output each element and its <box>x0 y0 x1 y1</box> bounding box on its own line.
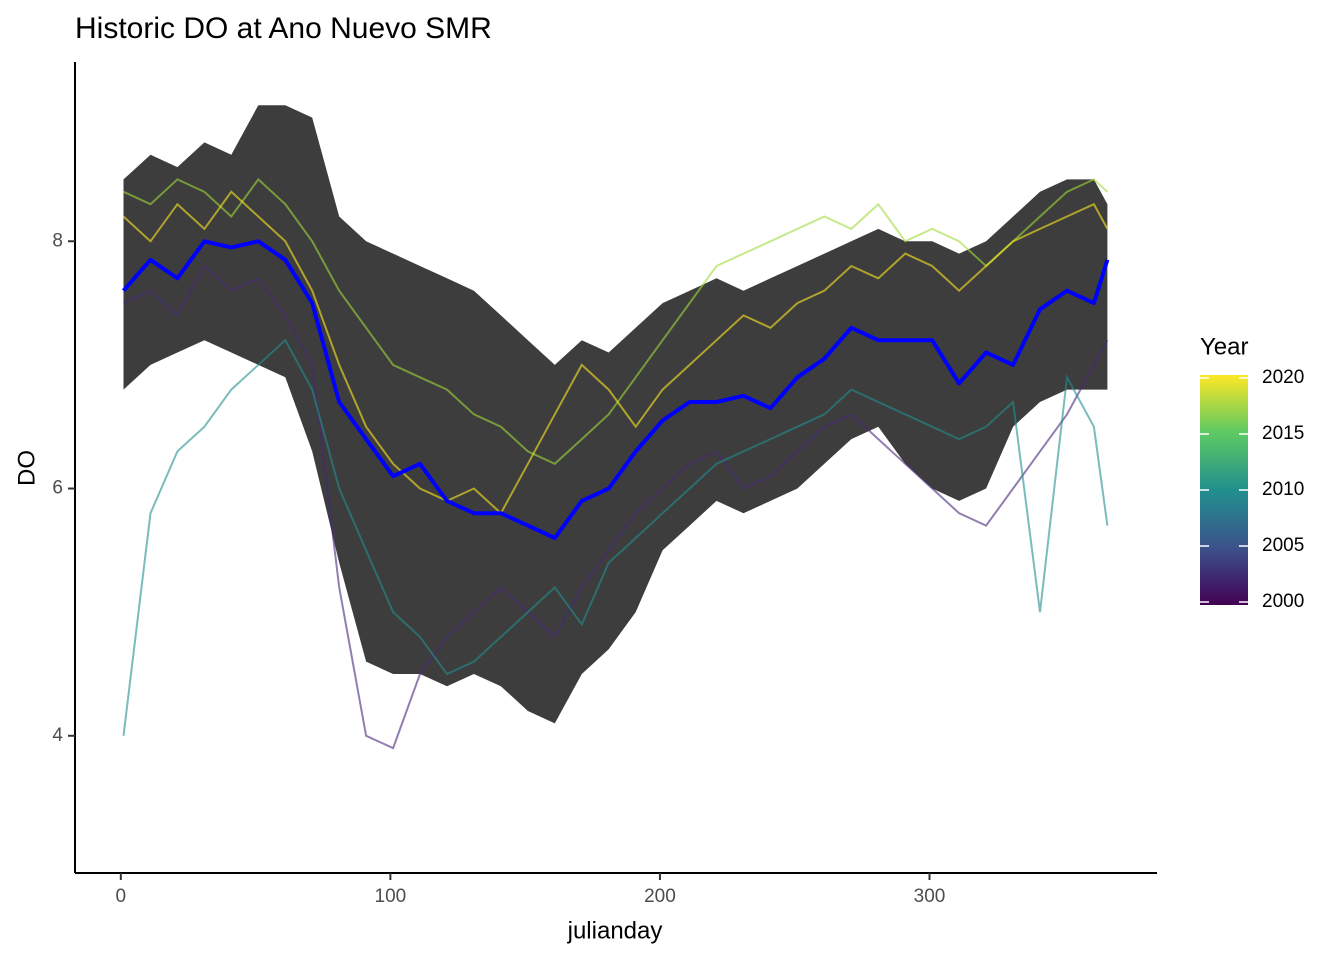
year-line <box>122 338 1109 736</box>
year-line <box>123 264 1109 750</box>
y-tick-label: 4 <box>52 725 63 746</box>
legend-label: 2005 <box>1262 535 1304 556</box>
x-tick-label: 300 <box>914 886 946 907</box>
chart-title: Historic DO at Ano Nuevo SMR <box>75 12 492 45</box>
x-tick-label: 100 <box>375 886 407 907</box>
mean-line <box>121 239 1110 540</box>
x-tick-label: 0 <box>116 886 127 907</box>
y-tick-label: 6 <box>52 478 63 499</box>
year-line <box>122 190 1109 515</box>
y-tick-label: 8 <box>52 230 63 251</box>
x-tick-label: 200 <box>644 886 676 907</box>
legend-title: Year <box>1200 333 1249 360</box>
legend-label: 2000 <box>1262 591 1304 612</box>
legend-label: 2015 <box>1262 423 1304 444</box>
x-axis-label: julianday <box>567 917 663 944</box>
legend-label: 2010 <box>1262 479 1304 500</box>
y-axis-label: DO <box>13 450 40 486</box>
year-line <box>123 177 1109 465</box>
ribbon <box>123 105 1108 724</box>
legend-label: 2020 <box>1262 367 1304 388</box>
